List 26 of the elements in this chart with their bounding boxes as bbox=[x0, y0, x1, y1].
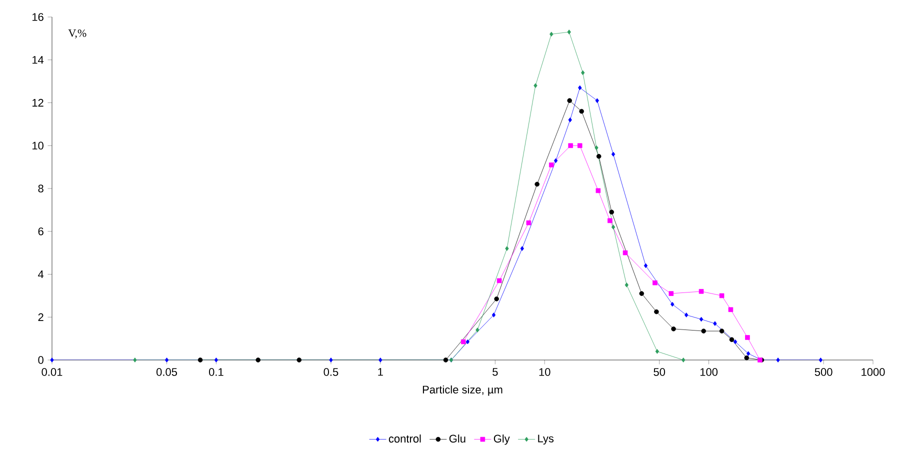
x-tick-label: 0.1 bbox=[208, 368, 224, 376]
y-tick-label: 12 bbox=[32, 98, 44, 107]
x-tick-label: 10 bbox=[539, 368, 550, 376]
y-tick-label: 10 bbox=[32, 142, 44, 150]
y-axis-title: V,% bbox=[68, 29, 86, 38]
x-tick-label: 100 bbox=[700, 368, 718, 376]
legend-label: Gly bbox=[494, 434, 510, 445]
x-tick-label: 50 bbox=[654, 368, 666, 376]
legend-label: Lys bbox=[538, 434, 554, 445]
x-tick-label: 500 bbox=[814, 368, 832, 376]
x-tick-label: 1 bbox=[378, 368, 383, 376]
legend-label: control bbox=[388, 434, 421, 443]
x-tick-label: 0.5 bbox=[324, 368, 338, 376]
y-tick-label: 0 bbox=[38, 356, 44, 364]
y-tick-label: 4 bbox=[38, 270, 44, 278]
x-tick-label: 5 bbox=[492, 368, 498, 376]
x-tick-label: 0.01 bbox=[42, 368, 62, 376]
y-tick-label: 14 bbox=[32, 56, 44, 64]
y-tick-label: 16 bbox=[32, 13, 44, 21]
x-tick-label: 0.05 bbox=[156, 368, 178, 376]
y-tick-label: 2 bbox=[38, 313, 44, 321]
y-tick-label: 6 bbox=[38, 227, 44, 236]
x-tick-label: 1000 bbox=[862, 368, 885, 376]
x-axis-title: Particle size, µm bbox=[422, 385, 502, 396]
y-tick-label: 8 bbox=[38, 184, 44, 192]
legend-label: Glu bbox=[449, 434, 466, 443]
